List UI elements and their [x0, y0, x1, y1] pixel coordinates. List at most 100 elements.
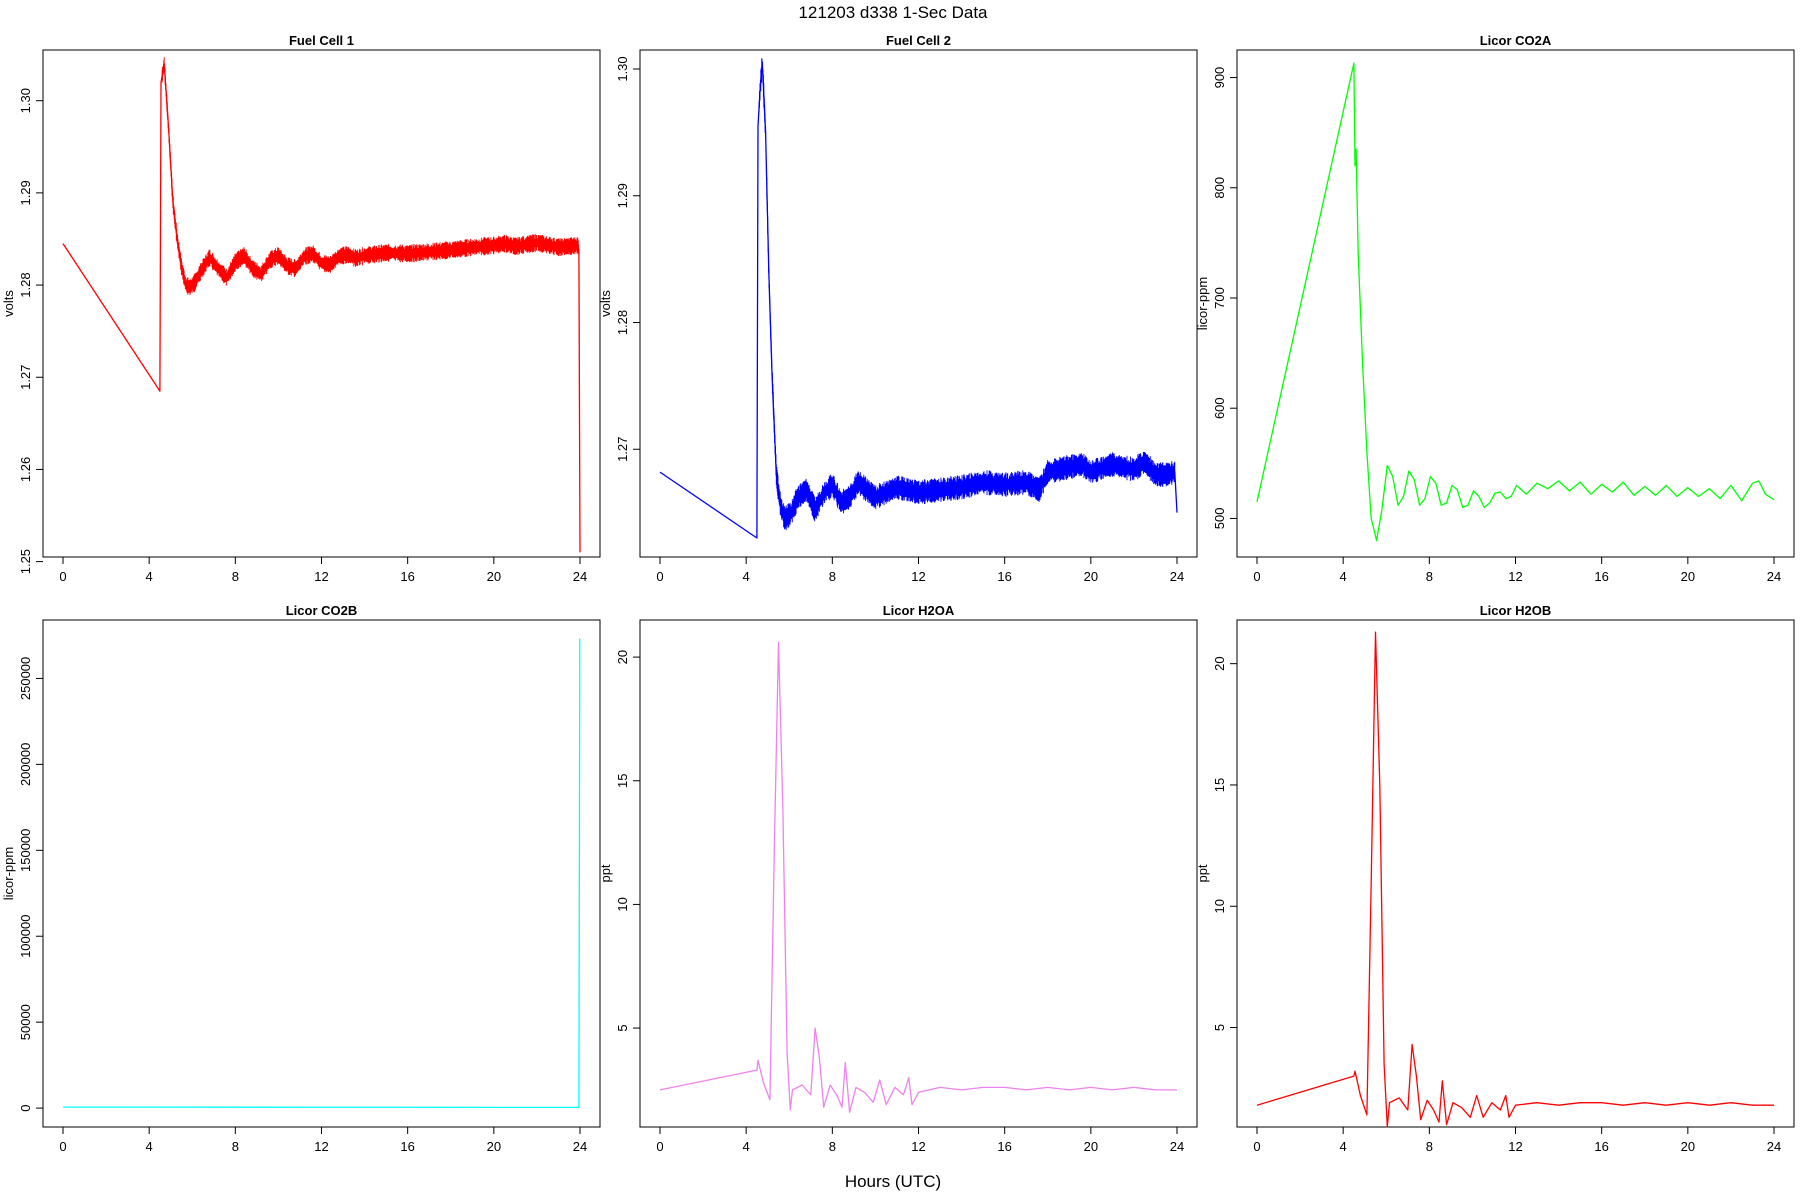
x-tick-label: 4	[743, 1139, 750, 1154]
x-tick-label: 8	[232, 1139, 239, 1154]
y-tick-label: 10	[615, 897, 630, 911]
x-tick-label: 16	[1594, 1139, 1608, 1154]
x-tick-label: 24	[573, 1139, 587, 1154]
y-tick-label: 1.29	[18, 180, 33, 205]
x-tick-label: 8	[1426, 569, 1433, 584]
series-line	[1256, 631, 1774, 1128]
panel-licor-h2oa: Licor H2OA ppt 0 4 8 12 16 20 24 5 10 15 20	[598, 603, 1198, 1154]
panels: Fuel Cell 1 volts 0 4 8 12 16 20 24 1.25 1.26 1.27 1…	[1, 33, 1795, 1154]
plot-frame	[1236, 619, 1795, 1128]
x-tick-label: 0	[59, 1139, 66, 1154]
x-tick-label: 0	[656, 1139, 663, 1154]
y-axis-label: ppt	[598, 864, 613, 882]
y-tick-label: 50000	[18, 1004, 33, 1040]
plot-frame	[42, 49, 601, 558]
y-tick-label: 20	[615, 650, 630, 664]
x-tick-label: 4	[146, 1139, 153, 1154]
y-tick-label: 15	[615, 774, 630, 788]
panel-fuel-cell-1: Fuel Cell 1 volts 0 4 8 12 16 20 24 1.25 1.26 1.27 1…	[1, 33, 601, 584]
x-tick-label: 12	[1508, 569, 1522, 584]
y-tick-label: 0	[18, 1104, 33, 1111]
y-tick-label: 1.27	[615, 437, 630, 462]
series-line	[1256, 62, 1775, 542]
panel-licor-co2a: Licor CO2A licor-ppm 0 4 8 12 16 20 24 500 600 700 8…	[1195, 33, 1795, 584]
x-tick-label: 20	[487, 1139, 501, 1154]
x-tick-label: 16	[1594, 569, 1608, 584]
series-noise-band	[758, 58, 1176, 531]
y-tick-label: 250000	[18, 657, 33, 700]
series-line	[659, 641, 1177, 1113]
y-axis-label: volts	[1, 290, 16, 317]
x-tick-label: 4	[743, 569, 750, 584]
y-tick-label: 1.28	[18, 272, 33, 297]
y-axis-label: licor-ppm	[1, 847, 16, 900]
x-tick-label: 16	[997, 1139, 1011, 1154]
y-tick-label: 500	[1212, 508, 1227, 530]
x-tick-label: 4	[146, 569, 153, 584]
x-axis-label: Hours (UTC)	[845, 1172, 941, 1191]
y-tick-label: 5	[1212, 1024, 1227, 1031]
y-tick-label: 800	[1212, 177, 1227, 199]
y-tick-label: 700	[1212, 287, 1227, 309]
x-tick-label: 16	[997, 569, 1011, 584]
y-tick-label: 5	[615, 1024, 630, 1031]
x-tick-label: 24	[1170, 569, 1184, 584]
x-tick-label: 0	[656, 569, 663, 584]
panel-title: Fuel Cell 1	[289, 33, 354, 48]
y-tick-label: 1.25	[18, 549, 33, 574]
y-axis-label: volts	[598, 290, 613, 317]
x-tick-label: 12	[911, 569, 925, 584]
y-tick-label: 1.28	[615, 310, 630, 335]
y-tick-label: 200000	[18, 743, 33, 786]
y-tick-label: 1.27	[18, 365, 33, 390]
x-tick-label: 4	[1340, 1139, 1347, 1154]
x-tick-label: 8	[232, 569, 239, 584]
x-tick-label: 24	[1170, 1139, 1184, 1154]
x-tick-label: 24	[1767, 569, 1781, 584]
plot-frame	[42, 619, 601, 1128]
x-tick-label: 16	[400, 569, 414, 584]
panel-fuel-cell-2: Fuel Cell 2 volts 0 4 8 12 16 20 24 1.27 1.28 1.29 1…	[598, 33, 1198, 584]
panel-title: Licor H2OB	[1480, 603, 1552, 618]
y-tick-label: 600	[1212, 397, 1227, 419]
plot-frame	[639, 619, 1198, 1128]
y-tick-label: 1.30	[18, 88, 33, 113]
panel-title: Licor H2OA	[883, 603, 955, 618]
x-tick-label: 0	[1253, 1139, 1260, 1154]
x-tick-label: 12	[1508, 1139, 1522, 1154]
x-tick-label: 12	[314, 1139, 328, 1154]
panel-licor-co2b: Licor CO2B licor-ppm 0 4 8 12 16 20 24 0 50000 1000…	[1, 603, 601, 1154]
y-tick-label: 15	[1212, 778, 1227, 792]
x-tick-label: 12	[314, 569, 328, 584]
y-tick-label: 1.29	[615, 183, 630, 208]
x-tick-label: 8	[1426, 1139, 1433, 1154]
x-tick-label: 24	[1767, 1139, 1781, 1154]
panel-licor-h2ob: Licor H2OB ppt 0 4 8 12 16 20 24 5 10 15 20	[1195, 603, 1795, 1154]
x-tick-label: 8	[829, 569, 836, 584]
panel-title: Fuel Cell 2	[886, 33, 951, 48]
y-tick-label: 10	[1212, 899, 1227, 913]
series-line	[62, 638, 581, 1109]
figure-title: 121203 d338 1-Sec Data	[798, 3, 988, 22]
x-tick-label: 0	[59, 569, 66, 584]
x-tick-label: 16	[400, 1139, 414, 1154]
panel-title: Licor CO2B	[286, 603, 358, 618]
series-noise-band	[161, 57, 580, 296]
y-axis-label: licor-ppm	[1195, 277, 1210, 330]
x-tick-label: 0	[1253, 569, 1260, 584]
y-tick-label: 1.30	[615, 56, 630, 81]
x-tick-label: 20	[1084, 1139, 1098, 1154]
x-tick-label: 20	[487, 569, 501, 584]
y-tick-label: 20	[1212, 656, 1227, 670]
x-tick-label: 4	[1340, 569, 1347, 584]
x-tick-label: 20	[1681, 569, 1695, 584]
y-tick-label: 900	[1212, 67, 1227, 89]
y-tick-label: 1.26	[18, 457, 33, 482]
x-tick-label: 12	[911, 1139, 925, 1154]
x-tick-label: 8	[829, 1139, 836, 1154]
y-axis-label: ppt	[1195, 864, 1210, 882]
x-tick-label: 20	[1084, 569, 1098, 584]
y-tick-label: 100000	[18, 915, 33, 958]
panel-title: Licor CO2A	[1480, 33, 1552, 48]
